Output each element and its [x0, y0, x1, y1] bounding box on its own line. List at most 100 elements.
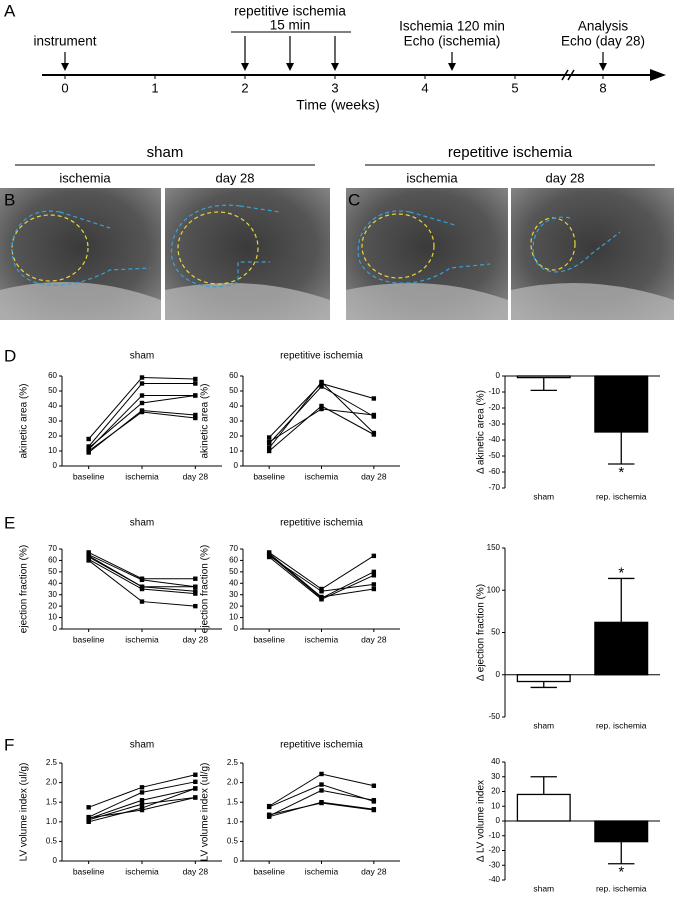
point	[371, 432, 377, 437]
x-tick-label: 2	[241, 80, 248, 95]
y-tick-label: 0	[53, 856, 58, 865]
y-tick-label: 10	[48, 446, 57, 455]
bar	[516, 793, 571, 822]
point	[86, 815, 91, 821]
event-label: repetitive ischemia	[234, 4, 346, 19]
y-tick-label: 60	[229, 371, 238, 380]
point	[139, 807, 145, 813]
event-label: 15 min	[270, 18, 311, 33]
point	[371, 412, 377, 418]
point	[266, 551, 272, 556]
point	[193, 603, 198, 609]
y-tick-label: 2.5	[46, 758, 58, 767]
y-tick-label: 20	[48, 431, 57, 440]
y-tick-label: 0	[53, 624, 58, 633]
x-tick-label: rep. ischemia	[596, 883, 647, 893]
x-tick-label: ischemia	[305, 634, 339, 644]
y-tick-label: 20	[229, 431, 238, 440]
y-tick-label: 0.5	[227, 837, 239, 846]
panel-label: A	[4, 1, 16, 20]
y-tick-label: 100	[487, 585, 501, 594]
point	[139, 584, 145, 589]
x-tick-label: rep. ischemia	[596, 720, 647, 730]
bar	[594, 621, 649, 676]
y-tick-label: 1.5	[227, 797, 239, 806]
y-tick-label: 1.0	[46, 817, 58, 826]
point	[193, 415, 198, 421]
x-tick-label: baseline	[73, 634, 105, 644]
y-tick-label: 20	[48, 601, 57, 610]
x-tick-label: 1	[151, 80, 158, 95]
point	[371, 798, 377, 803]
event-label: Echo (day 28)	[561, 34, 645, 49]
y-tick-label: 40	[491, 757, 500, 766]
y-tick-label: 10	[491, 801, 500, 810]
point	[139, 798, 145, 803]
point	[193, 591, 198, 596]
y-tick-label: 2.0	[46, 778, 58, 787]
y-tick-label: 150	[487, 543, 501, 552]
x-tick-label: day 28	[361, 471, 387, 481]
y-tick-label: 0	[496, 371, 501, 380]
event-arrowhead	[241, 63, 249, 71]
series-line	[268, 552, 375, 590]
y-tick-label: -10	[488, 831, 500, 840]
series-line	[88, 383, 196, 447]
x-tick-label: ischemia	[125, 866, 159, 876]
point	[266, 439, 272, 445]
panel-label: B	[4, 190, 15, 209]
point	[193, 786, 198, 791]
point	[371, 573, 377, 578]
chart-title: repetitive ischemia	[280, 740, 363, 751]
series-line	[88, 376, 196, 440]
image-title: day 28	[545, 170, 584, 185]
point	[193, 795, 198, 800]
y-tick-label: 50	[229, 567, 238, 576]
chart-title: repetitive ischemia	[280, 518, 363, 529]
y-tick-label: -70	[488, 483, 500, 492]
point	[139, 577, 145, 583]
event-arrowhead	[331, 63, 339, 71]
y-tick-label: 40	[48, 401, 57, 410]
panel-label: E	[4, 513, 15, 532]
y-tick-label: 0	[234, 856, 239, 865]
y-tick-label: 30	[48, 590, 57, 599]
y-tick-label: -40	[488, 875, 500, 884]
event-label: instrument	[33, 34, 96, 49]
y-tick-label: 70	[48, 544, 57, 553]
x-tick-label: ischemia	[305, 866, 339, 876]
y-tick-label: 40	[48, 578, 57, 587]
y-tick-label: -40	[488, 435, 500, 444]
point	[139, 785, 145, 790]
point	[319, 771, 324, 777]
event-label: Echo (ischemia)	[404, 34, 501, 49]
x-tick-label: sham	[533, 883, 554, 893]
point	[371, 586, 377, 592]
point	[319, 594, 324, 600]
x-tick-label: sham	[533, 491, 554, 501]
panel-label: F	[4, 735, 14, 754]
y-tick-label: 2.5	[227, 758, 239, 767]
point	[319, 406, 324, 412]
y-tick-label: 50	[229, 386, 238, 395]
point	[319, 597, 324, 602]
point	[319, 788, 324, 793]
x-tick-label: ischemia	[125, 634, 159, 644]
point	[139, 586, 145, 592]
y-tick-label: -50	[488, 712, 500, 721]
point	[266, 445, 272, 451]
x-tick-label: ischemia	[125, 471, 159, 481]
y-tick-label: -30	[488, 860, 500, 869]
point	[139, 599, 145, 604]
point	[319, 379, 324, 385]
y-tick-label: 40	[229, 401, 238, 410]
point	[139, 381, 145, 386]
image-title: ischemia	[59, 170, 111, 185]
point	[193, 772, 198, 777]
point	[193, 381, 198, 386]
y-tick-label: 20	[229, 601, 238, 610]
image-group-title: sham	[147, 144, 184, 161]
image-title: ischemia	[406, 170, 458, 185]
point	[266, 812, 272, 817]
